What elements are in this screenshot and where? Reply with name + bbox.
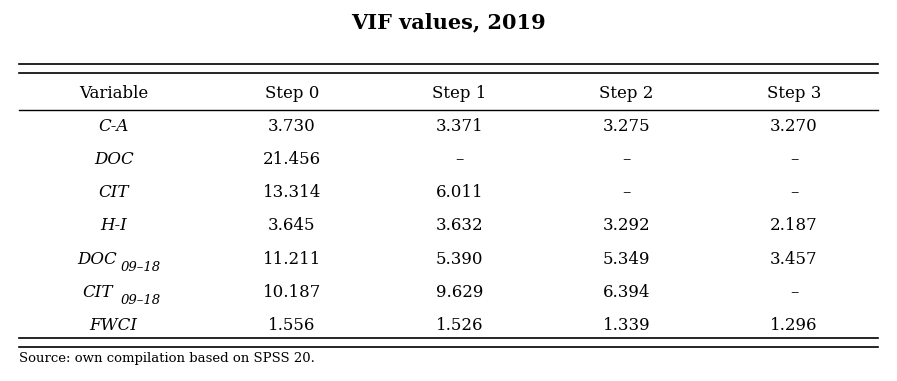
Text: 1.526: 1.526 <box>435 317 483 334</box>
Text: Step 0: Step 0 <box>265 85 319 102</box>
Text: DOC: DOC <box>78 251 118 267</box>
Text: 3.730: 3.730 <box>268 118 316 135</box>
Text: –: – <box>623 151 631 168</box>
Text: 3.292: 3.292 <box>603 218 650 234</box>
Text: –: – <box>623 184 631 202</box>
Text: CIT: CIT <box>83 283 113 301</box>
Text: –: – <box>455 151 464 168</box>
Text: 11.211: 11.211 <box>263 251 321 267</box>
Text: 2.187: 2.187 <box>771 218 818 234</box>
Text: 1.556: 1.556 <box>268 317 316 334</box>
Text: C-A: C-A <box>99 118 129 135</box>
Text: 3.275: 3.275 <box>603 118 650 135</box>
Text: 6.011: 6.011 <box>435 184 483 202</box>
Text: 10.187: 10.187 <box>263 283 321 301</box>
Text: CIT: CIT <box>99 184 129 202</box>
Text: Step 1: Step 1 <box>432 85 486 102</box>
Text: –: – <box>790 283 798 301</box>
Text: 3.645: 3.645 <box>268 218 316 234</box>
Text: 3.371: 3.371 <box>435 118 483 135</box>
Text: H-I: H-I <box>100 218 127 234</box>
Text: Source: own compilation based on SPSS 20.: Source: own compilation based on SPSS 20… <box>19 352 315 365</box>
Text: 5.349: 5.349 <box>603 251 650 267</box>
Text: –: – <box>790 151 798 168</box>
Text: FWCI: FWCI <box>90 317 138 334</box>
Text: Step 3: Step 3 <box>767 85 822 102</box>
Text: 3.457: 3.457 <box>771 251 818 267</box>
Text: 3.270: 3.270 <box>771 118 818 135</box>
Text: 5.390: 5.390 <box>435 251 483 267</box>
Text: Step 2: Step 2 <box>599 85 654 102</box>
Text: 13.314: 13.314 <box>263 184 321 202</box>
Text: DOC: DOC <box>94 151 134 168</box>
Text: –: – <box>790 184 798 202</box>
Text: 3.632: 3.632 <box>435 218 483 234</box>
Text: 1.296: 1.296 <box>771 317 818 334</box>
Text: Variable: Variable <box>79 85 148 102</box>
Text: 9.629: 9.629 <box>436 283 483 301</box>
Text: 21.456: 21.456 <box>263 151 321 168</box>
Text: 09–18: 09–18 <box>120 261 161 274</box>
Text: VIF values, 2019: VIF values, 2019 <box>351 13 546 33</box>
Text: 6.394: 6.394 <box>603 283 650 301</box>
Text: 09–18: 09–18 <box>120 294 161 307</box>
Text: 1.339: 1.339 <box>603 317 650 334</box>
